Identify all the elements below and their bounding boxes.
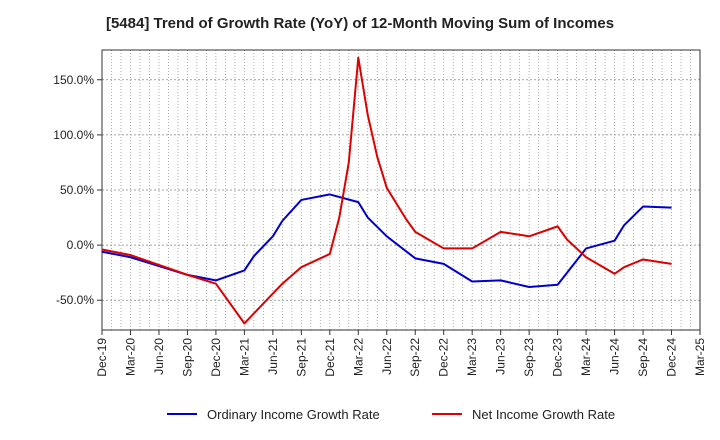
legend-label: Ordinary Income Growth Rate	[207, 407, 380, 422]
x-tick-label: Sep-24	[636, 338, 650, 377]
x-tick-label: Dec-19	[95, 338, 109, 377]
x-tick-label: Dec-22	[437, 338, 451, 377]
y-tick-label: 100.0%	[53, 128, 94, 142]
x-tick-label: Sep-20	[180, 338, 194, 377]
x-tick-label: Sep-21	[294, 338, 308, 377]
series-line-net-income	[101, 56, 672, 325]
x-tick-label: Jun-24	[608, 338, 622, 375]
x-tick-label: Dec-20	[209, 338, 223, 377]
x-tick-label: Mar-21	[237, 338, 251, 376]
x-tick-label: Jun-22	[380, 338, 394, 375]
x-tick-label: Sep-23	[522, 338, 536, 377]
x-tick-label: Sep-22	[408, 338, 422, 377]
x-tick-label: Dec-24	[665, 338, 679, 377]
x-tick-label: Mar-24	[579, 338, 593, 376]
x-tick-label: Dec-21	[323, 338, 337, 377]
legend-label: Net Income Growth Rate	[472, 407, 615, 422]
x-tick-label: Jun-21	[266, 338, 280, 375]
series-layer	[101, 56, 672, 325]
plot-frame	[101, 49, 701, 331]
x-tick-label: Mar-20	[123, 338, 137, 376]
x-tick-label: Jun-23	[494, 338, 508, 375]
y-tick-label: -50.0%	[56, 293, 94, 307]
x-tick-label: Mar-25	[693, 338, 707, 376]
y-tick-label: 0.0%	[67, 238, 95, 252]
chart-title: [5484] Trend of Growth Rate (YoY) of 12-…	[106, 15, 614, 32]
grid-layer	[101, 50, 701, 330]
y-tick-label: 50.0%	[60, 183, 94, 197]
legend: Ordinary Income Growth Rate Net Income Gr…	[167, 407, 615, 422]
y-tick-label: 150.0%	[53, 73, 94, 87]
series-line-ordinary-income	[101, 193, 672, 289]
x-tick-label: Dec-23	[551, 338, 565, 377]
x-tick-label: Mar-23	[465, 338, 479, 376]
x-tick-label: Jun-20	[152, 338, 166, 375]
axis-layer: -50.0% 0.0% 50.0% 100.0% 150.0% Dec-19 Mar-20 J…	[53, 49, 707, 377]
x-tick-label: Mar-22	[351, 338, 365, 376]
